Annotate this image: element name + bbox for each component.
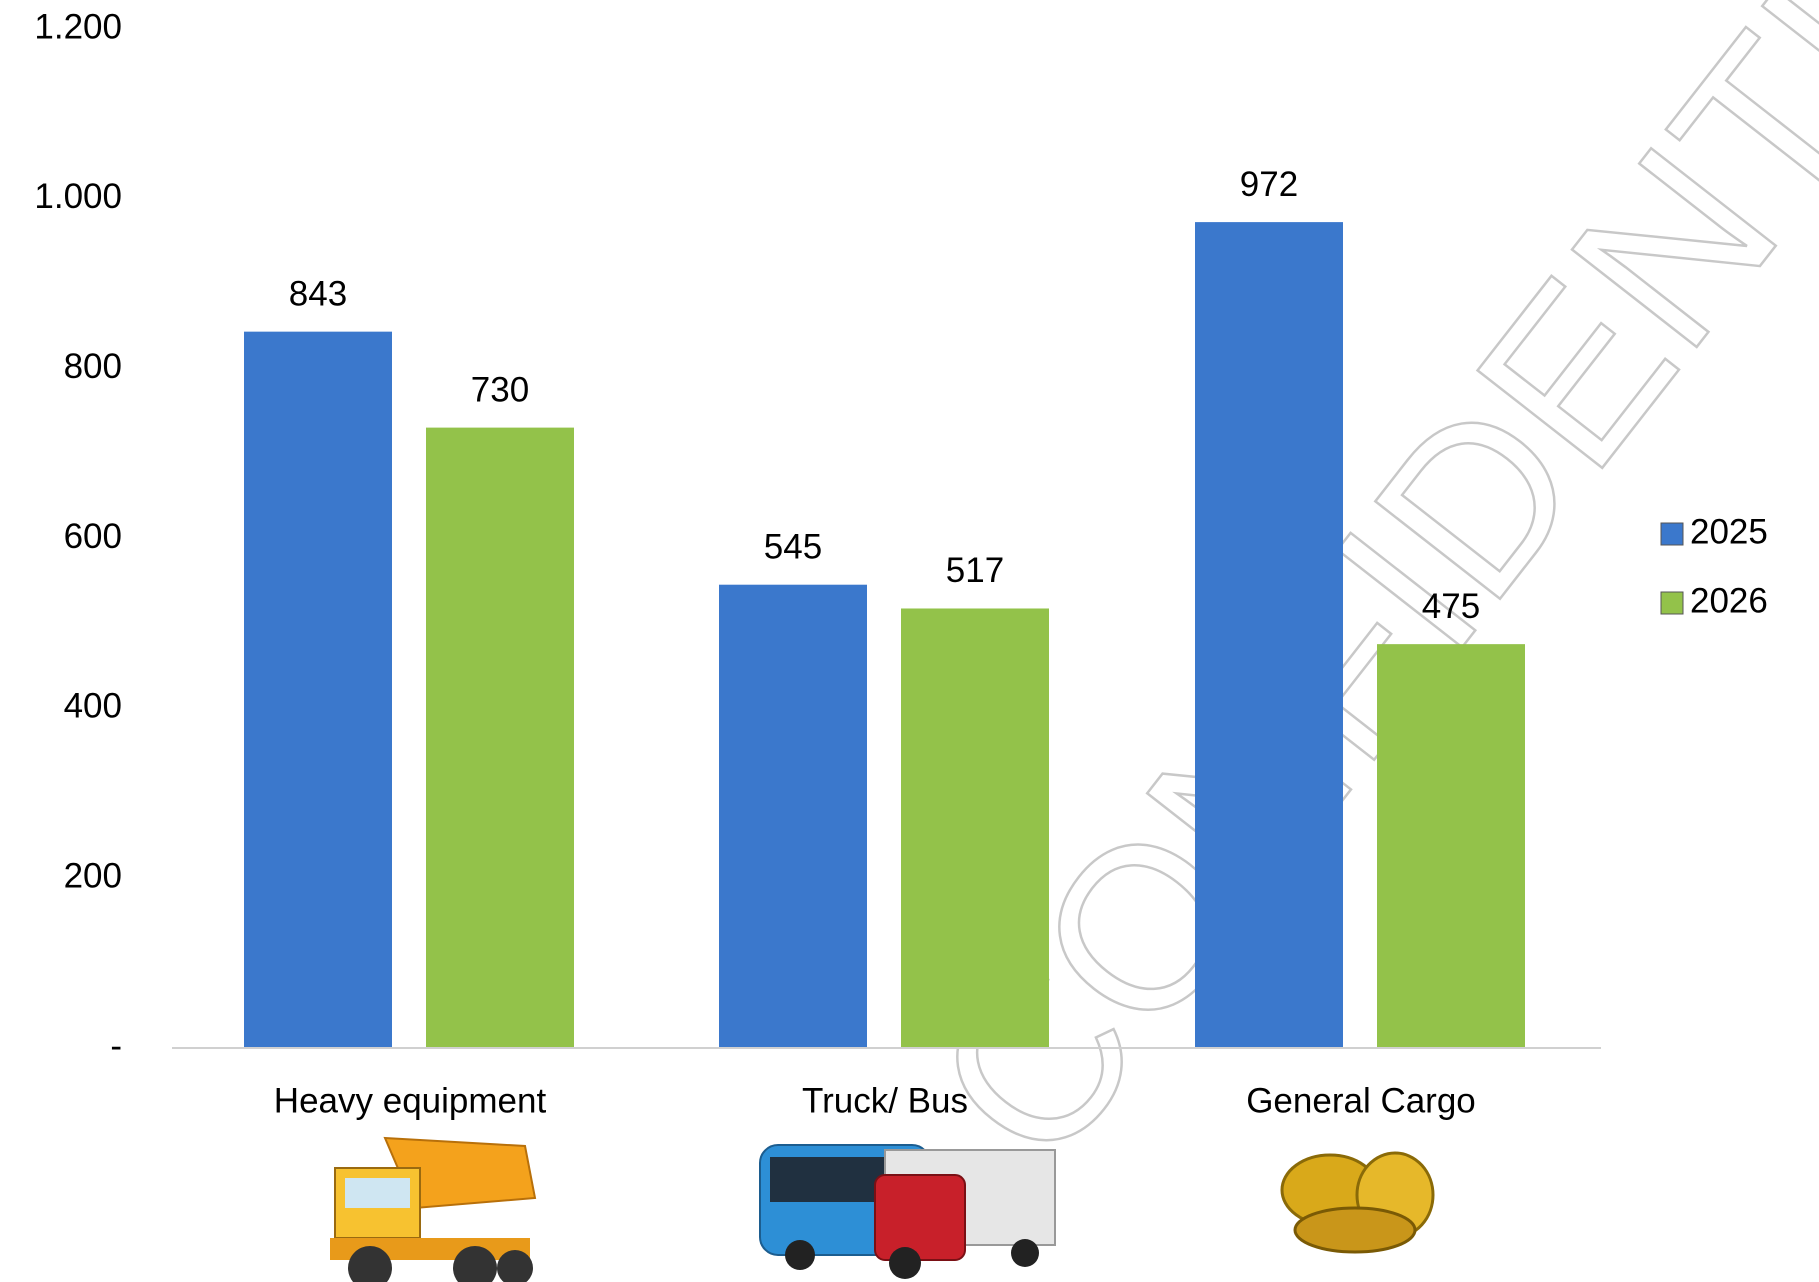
- y-tick-label: 1.000: [34, 177, 122, 216]
- y-tick-label: 400: [64, 687, 122, 726]
- legend-label: 2026: [1690, 581, 1768, 620]
- bar: [1378, 645, 1525, 1048]
- y-tick-label: 600: [64, 517, 122, 556]
- bar: [720, 585, 867, 1048]
- cargo-parts-icon: [1282, 1153, 1433, 1252]
- chart: CONFIDENTIAL -2004006008001.0001.200Heav…: [0, 0, 1819, 1282]
- y-tick-label: 200: [64, 856, 122, 895]
- x-tick-label: Truck/ Bus: [802, 1081, 968, 1120]
- bus-truck-icon: [760, 1145, 1055, 1279]
- y-tick-label: -: [110, 1026, 122, 1065]
- data-label: 517: [946, 551, 1004, 590]
- bar: [245, 332, 392, 1048]
- x-tick-label: Heavy equipment: [274, 1081, 547, 1120]
- legend-swatch: [1661, 592, 1683, 614]
- y-tick-label: 800: [64, 347, 122, 386]
- dump-truck-icon: [330, 1138, 535, 1282]
- bar: [902, 609, 1049, 1048]
- legend-label: 2025: [1690, 512, 1768, 551]
- page: {"chart_data": {"type": "bar", "categori…: [0, 0, 1819, 1282]
- y-tick-label: 1.200: [34, 7, 122, 46]
- bar: [1196, 223, 1343, 1048]
- data-label: 545: [764, 527, 822, 566]
- x-tick-label: General Cargo: [1246, 1081, 1476, 1120]
- bar: [427, 428, 574, 1048]
- legend-swatch: [1661, 523, 1683, 545]
- data-label: 843: [289, 274, 347, 313]
- data-label: 730: [471, 370, 529, 409]
- data-label: 475: [1422, 587, 1480, 626]
- data-label: 972: [1240, 165, 1298, 204]
